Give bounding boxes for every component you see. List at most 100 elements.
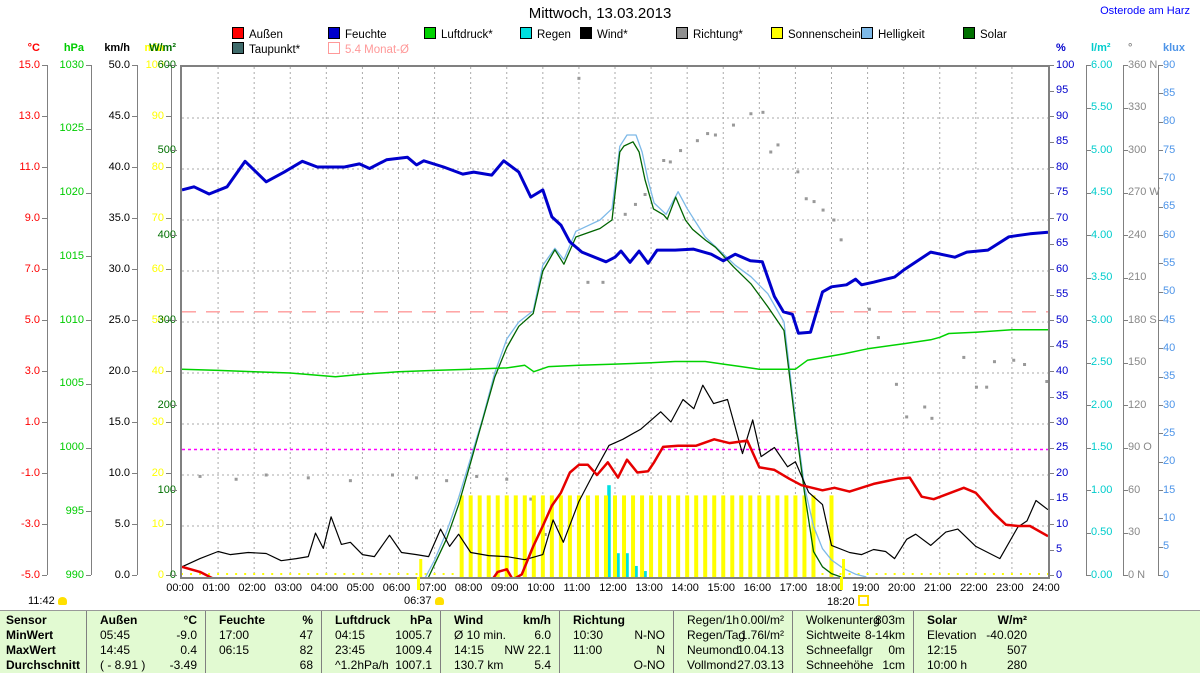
- axis-tick-label: 5: [1056, 543, 1063, 555]
- sunshine-bar: [667, 495, 672, 577]
- axis-tick-label: 1025: [59, 122, 84, 135]
- sunshine-bar: [631, 495, 636, 577]
- legend-item: Sonnenschein: [771, 27, 861, 41]
- axis-tick-label: 45.0: [108, 109, 130, 122]
- axis-tick-label: 80: [1163, 115, 1176, 128]
- x-axis-label: 23:00: [996, 582, 1024, 594]
- sunshine-zero-dot: [235, 573, 238, 575]
- axis-tick: [166, 218, 171, 219]
- direction-dot: [695, 139, 699, 143]
- axis-tick: [132, 320, 137, 321]
- axis-tick: [166, 116, 171, 117]
- axis-tick-label: 55: [1056, 288, 1069, 300]
- axis-tick: [172, 405, 177, 406]
- sunshine-zero-dot: [956, 573, 959, 575]
- sunshine-zero-dot: [1001, 573, 1004, 575]
- direction-dot: [974, 385, 978, 389]
- legend-swatch-icon: [520, 27, 532, 39]
- series-line-außen: [182, 438, 1048, 577]
- sunshine-zero-dot: [316, 573, 319, 575]
- table-value: 68: [299, 658, 313, 672]
- axis-tick: [1158, 376, 1163, 378]
- axis-tick-label: 95: [1056, 84, 1069, 96]
- axis-tick: [1123, 447, 1128, 449]
- direction-dot: [234, 477, 238, 481]
- direction-dot: [1045, 380, 1048, 383]
- axis-tick-label: 10: [1163, 511, 1176, 524]
- axis-tick: [1049, 90, 1054, 92]
- table-value: hPa: [409, 613, 432, 627]
- axis-tick-label: 9.0: [24, 211, 40, 224]
- axis-tick-label: 7.0: [24, 262, 40, 275]
- axis-tick-label: 80: [151, 160, 164, 173]
- sunshine-bar: [721, 495, 726, 577]
- axis-tick-label: 85: [1163, 86, 1176, 99]
- axis-tick-label: 300: [157, 313, 176, 326]
- axis-tick-label: 1.00: [1091, 483, 1113, 496]
- sunshine-total: 11:42: [28, 595, 67, 607]
- direction-dot: [812, 200, 816, 204]
- direction-dot: [796, 170, 800, 174]
- table-cell: 06:15: [219, 643, 250, 657]
- legend-swatch-icon: [424, 27, 436, 39]
- axis-tick-label: 85: [1056, 135, 1069, 147]
- axis-tick-label: 15.0: [108, 415, 130, 428]
- direction-dot: [1012, 358, 1016, 362]
- legend-item: Feuchte: [328, 27, 387, 41]
- axis-tick-label: 90: [1056, 109, 1069, 122]
- axis-tick-label: 1000: [59, 441, 84, 453]
- x-axis-label: 15:00: [707, 582, 736, 594]
- axis-tick: [172, 150, 177, 151]
- axis-tick-label: 35: [1056, 390, 1069, 402]
- sunshine-zero-dot: [190, 573, 193, 575]
- sunshine-bar: [694, 495, 699, 577]
- axis-tick-label: 200: [157, 398, 176, 411]
- axis-tick: [1123, 405, 1128, 406]
- legend-swatch-icon: [232, 27, 244, 39]
- table-value: 82: [299, 643, 313, 657]
- table-cell: Regen/1h: [687, 613, 740, 627]
- x-axis-label: 18:00: [815, 582, 844, 594]
- axis-tick: [1086, 447, 1091, 449]
- sunshine-bar: [603, 495, 608, 577]
- axis-tick: [1123, 490, 1128, 491]
- axis-tick-label: 20.0: [108, 364, 130, 377]
- axis-tick: [86, 256, 91, 258]
- sunset-label: 18:20: [827, 595, 869, 608]
- x-axis-label: 12:00: [599, 582, 627, 594]
- direction-dot: [475, 474, 479, 478]
- direction-dot: [731, 123, 735, 127]
- sunshine-bar: [522, 495, 527, 577]
- axis-tick: [1049, 141, 1054, 143]
- sunrise-icon: [434, 597, 444, 605]
- axis-tick: [166, 524, 171, 525]
- axis-tick-label: 90: [151, 109, 164, 122]
- axis-tick-label: 30.0: [108, 262, 130, 275]
- direction-dot: [529, 497, 533, 501]
- axis-tick-label: 995: [65, 504, 84, 517]
- axis-tick-label: 40: [1163, 341, 1176, 354]
- axis-tick-label: 100: [145, 58, 164, 71]
- axis-tick-label: 0.0: [114, 568, 130, 581]
- sunshine-bar: [685, 495, 690, 577]
- sunshine-zero-dot: [893, 573, 896, 575]
- series-line-feuchte: [182, 155, 1048, 335]
- axis-tick: [1158, 291, 1163, 293]
- legend-label: 5.4 Monat-Ø: [345, 44, 409, 56]
- axis-tick-label: 10: [151, 517, 164, 530]
- axis-tick: [1158, 121, 1163, 123]
- direction-dot: [543, 533, 547, 536]
- legend-swatch-icon: [963, 27, 975, 39]
- axis-tick: [1158, 490, 1163, 491]
- axis-tick: [86, 320, 91, 321]
- axis-tick: [1123, 320, 1128, 321]
- axis-tick-label: 2.50: [1091, 356, 1113, 368]
- axis-tick: [1158, 235, 1163, 236]
- direction-dot: [804, 197, 808, 201]
- axis-tick-label: 15.0: [18, 58, 40, 71]
- axis-tick-label: 150: [1128, 356, 1147, 368]
- legend-swatch-icon: [771, 27, 783, 39]
- axis-tick: [1049, 498, 1054, 500]
- table-cell: Elevation: [927, 628, 977, 642]
- info-table: Sensor MinWert MaxWert Durchschnitt Außen °C 0…: [0, 610, 1200, 673]
